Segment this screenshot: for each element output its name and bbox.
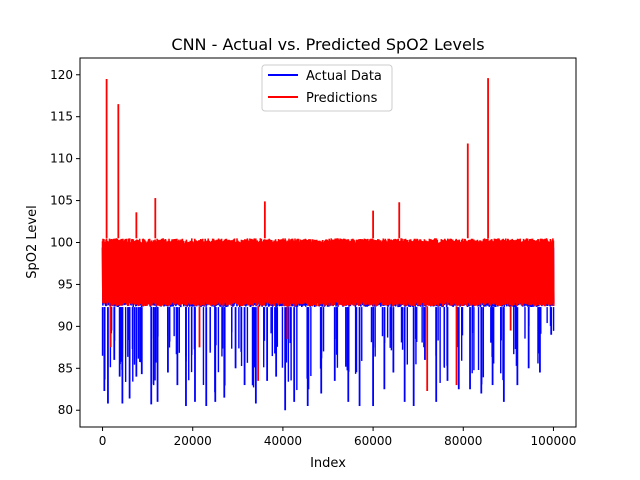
y-tick-label: 100 (50, 236, 73, 250)
x-tick-label: 80000 (444, 434, 482, 448)
legend-label-actual: Actual Data (306, 69, 382, 84)
y-tick-label: 95 (58, 277, 73, 291)
y-tick-label: 80 (58, 403, 73, 417)
x-axis: 0 20000 40000 60000 80000 100000 (99, 427, 577, 448)
chart-title: CNN - Actual vs. Predicted SpO2 Levels (171, 35, 484, 54)
y-tick-label: 120 (50, 68, 73, 82)
legend-label-predictions: Predictions (306, 91, 378, 106)
y-tick-label: 90 (58, 319, 73, 333)
x-tick-label: 40000 (264, 434, 302, 448)
series-layer (101, 78, 555, 411)
y-tick-label: 115 (50, 110, 73, 124)
x-tick-label: 0 (99, 434, 107, 448)
y-tick-label: 85 (58, 361, 73, 375)
series-core (102, 248, 554, 297)
x-tick-label: 60000 (354, 434, 392, 448)
y-tick-label: 110 (50, 152, 73, 166)
legend: Actual Data Predictions (261, 64, 393, 112)
x-tick-label: 100000 (531, 434, 577, 448)
y-tick-label: 105 (50, 194, 73, 208)
legend-box (261, 64, 393, 112)
y-axis: 80 85 90 95 100 105 110 115 120 (50, 68, 80, 417)
x-tick-label: 20000 (174, 434, 212, 448)
y-axis-label: SpO2 Level (25, 205, 40, 278)
x-axis-label: Index (310, 456, 346, 471)
series-predictions (101, 78, 555, 391)
